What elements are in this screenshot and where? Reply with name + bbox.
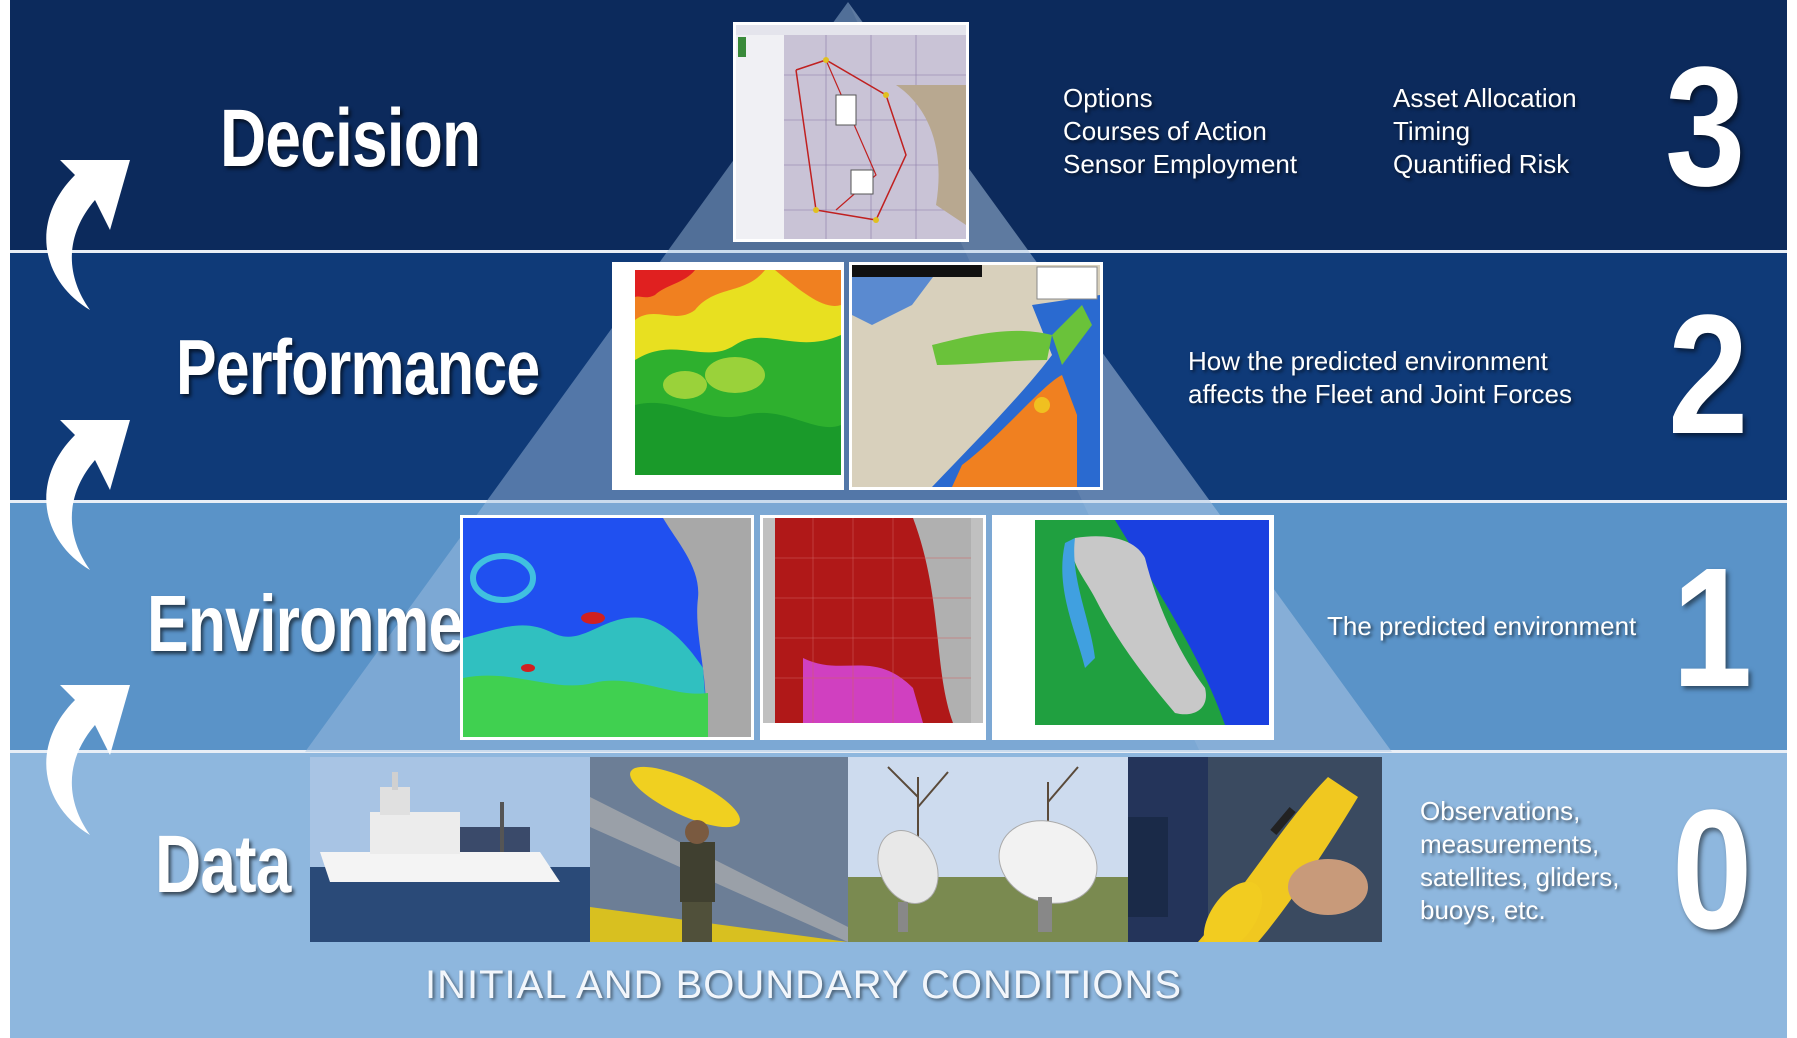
description-line: satellites, gliders, — [1420, 862, 1620, 892]
description-line: The predicted environment — [1327, 611, 1637, 641]
coastal-current-vector-image — [992, 515, 1274, 740]
upward-arrows — [46, 160, 130, 835]
band-separator — [10, 750, 1787, 753]
initial-boundary-conditions-caption: INITIAL AND BOUNDARY CONDITIONS — [425, 963, 1183, 1007]
horn-of-africa-risk-map-image — [849, 262, 1103, 490]
level-number-3: 3 — [1665, 32, 1746, 222]
performance-description: How the predicted environment affects th… — [1188, 345, 1572, 411]
pacific-coast-ocean-model-image — [460, 515, 754, 740]
decision-description-left: Options Courses of Action Sensor Employm… — [1063, 82, 1297, 181]
description-line: measurements, — [1420, 829, 1600, 859]
description-line: Courses of Action — [1063, 116, 1267, 146]
level-number-0: 0 — [1672, 775, 1753, 965]
yellow-glider-photo — [1128, 757, 1382, 942]
level-name-environment: Environment — [147, 579, 521, 668]
curved-arrow-icon — [46, 160, 130, 310]
decision-description-right: Asset Allocation Timing Quantified Risk — [1393, 82, 1577, 181]
level-number-1: 1 — [1672, 533, 1753, 723]
description-line: Sensor Employment — [1063, 149, 1298, 179]
research-vessel-photo — [310, 757, 590, 942]
curved-arrow-icon — [46, 685, 130, 835]
satellite-dishes-photo — [848, 757, 1128, 942]
description-line: Asset Allocation — [1393, 83, 1577, 113]
description-line: affects the Fleet and Joint Forces — [1188, 379, 1572, 409]
description-line: buoys, etc. — [1420, 895, 1546, 925]
curved-arrow-icon — [46, 420, 130, 570]
mission-planning-map-image — [733, 22, 969, 242]
description-line: Observations, — [1420, 796, 1581, 826]
level-name-performance: Performance — [176, 323, 540, 411]
band-separator — [10, 500, 1787, 503]
description-line: Quantified Risk — [1393, 149, 1570, 179]
description-line: Timing — [1393, 116, 1471, 146]
glider-launch-photo — [590, 757, 848, 942]
band-separator — [10, 250, 1787, 253]
level-name-decision: Decision — [220, 93, 481, 184]
description-line: How the predicted environment — [1188, 346, 1548, 376]
environment-description: The predicted environment — [1327, 610, 1636, 643]
sea-surface-temperature-image — [760, 515, 986, 740]
description-line: Options — [1063, 83, 1153, 113]
level-number-2: 2 — [1668, 280, 1749, 470]
probability-heatmap-image — [612, 262, 844, 490]
data-description: Observations, measurements, satellites, … — [1420, 795, 1619, 927]
level-name-data: Data — [155, 819, 291, 910]
